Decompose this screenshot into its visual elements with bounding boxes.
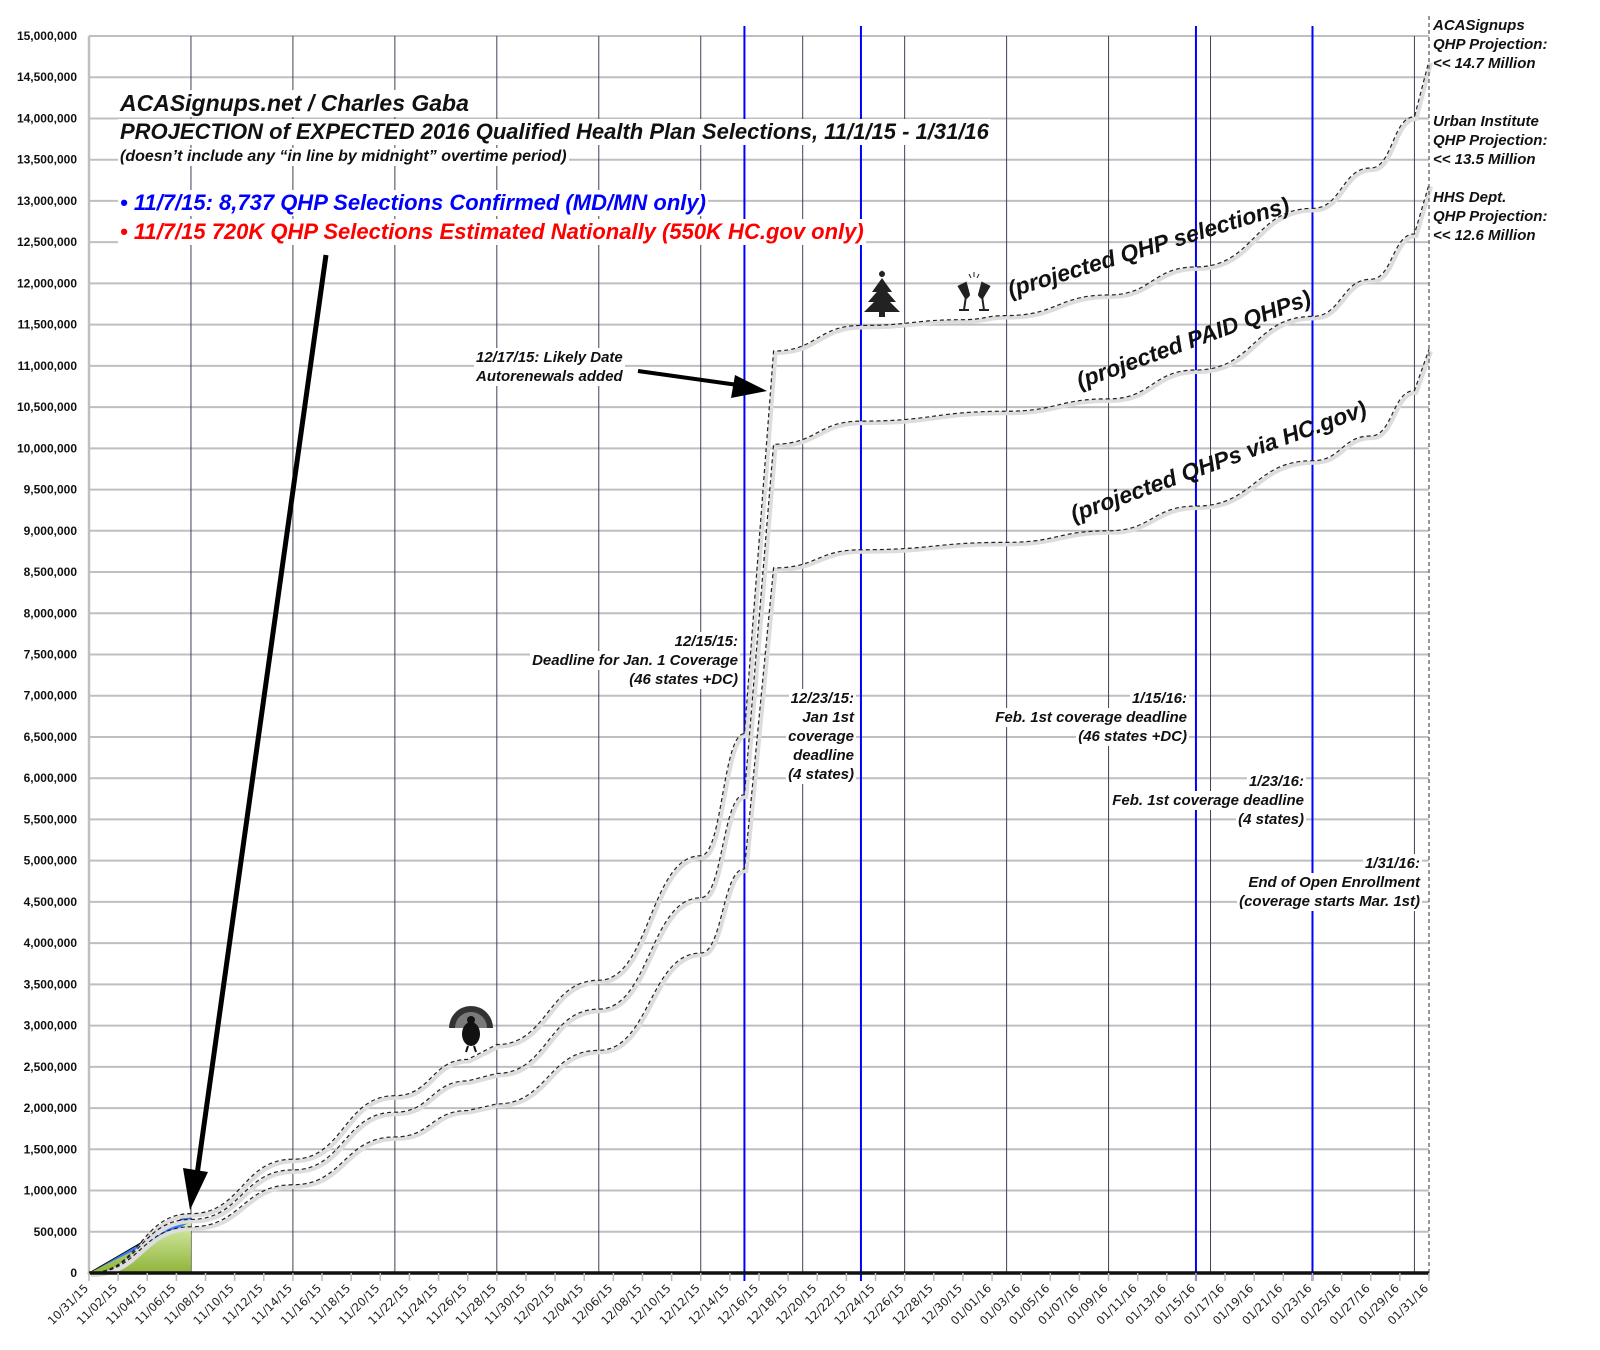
series-lines	[88, 60, 1433, 1277]
y-tick-label: 0	[70, 1266, 77, 1280]
projection-urban-institute: Urban Institute QHP Projection: << 13.5 Mi…	[1433, 113, 1548, 168]
y-tick-label: 4,000,000	[24, 936, 78, 950]
y-tick-label: 5,500,000	[24, 812, 78, 826]
y-tick-label: 11,500,000	[18, 318, 78, 332]
confirmed-note: • 11/7/15: 8,737 QHP Selections Confirme…	[118, 190, 708, 216]
annotation-jan31: 1/31/16: End of Open Enrollment (coverag…	[1237, 854, 1422, 911]
annotation-jan23: 1/23/16: Feb. 1st coverage deadline (4 s…	[1110, 772, 1306, 829]
autorenew-arrow	[637, 369, 767, 398]
y-tick-label: 12,000,000	[17, 276, 77, 290]
y-tick-label: 500,000	[34, 1225, 78, 1239]
estimated-note: • 11/7/15 720K QHP Selections Estimated …	[118, 219, 866, 245]
y-tick-label: 3,500,000	[24, 977, 78, 991]
y-tick-label: 10,500,000	[17, 400, 77, 414]
series-line	[88, 60, 1430, 1274]
y-tick-label: 6,500,000	[24, 730, 78, 744]
series-shadow	[90, 185, 1433, 1277]
y-tick-label: 6,000,000	[24, 771, 78, 785]
y-tick-label: 7,000,000	[24, 689, 78, 703]
series-line	[88, 349, 1430, 1274]
y-tick-label: 3,000,000	[24, 1019, 78, 1033]
y-tick-label: 8,000,000	[24, 606, 78, 620]
y-tick-label: 8,500,000	[24, 565, 78, 579]
y-tick-label: 2,000,000	[24, 1101, 78, 1115]
y-tick-label: 14,000,000	[17, 111, 77, 125]
chart-title: PROJECTION of EXPECTED 2016 Qualified He…	[118, 119, 991, 145]
y-tick-label: 11,000,000	[18, 359, 78, 373]
annotation-autorenewals: 12/17/15: Likely Date Autorenewals added	[474, 348, 625, 386]
series-shadow	[90, 62, 1433, 1277]
projection-hhs: HHS Dept. QHP Projection: << 12.6 Million	[1433, 189, 1548, 244]
annotation-dec23: 12/23/15: Jan 1st coverage deadline (4 s…	[786, 689, 856, 784]
y-tick-label: 14,500,000	[17, 70, 77, 84]
big-arrow	[183, 254, 329, 1210]
annotation-dec15: 12/15/15: Deadline for Jan. 1 Coverage (…	[530, 632, 740, 689]
turkey-icon	[449, 1006, 493, 1053]
y-tick-label: 13,500,000	[17, 153, 77, 167]
series-shadow	[90, 350, 1433, 1277]
annotation-jan15: 1/15/16: Feb. 1st coverage deadline (46 …	[993, 689, 1189, 746]
chart-title-author: ACASignups.net / Charles Gaba	[118, 90, 471, 117]
y-tick-label: 7,500,000	[24, 648, 78, 662]
y-tick-label: 12,500,000	[17, 235, 77, 249]
champagne-glasses-icon	[957, 272, 991, 311]
series-line	[88, 184, 1430, 1274]
y-tick-label: 15,000,000	[17, 29, 77, 43]
y-tick-label: 9,500,000	[24, 483, 78, 497]
y-tick-label: 10,000,000	[17, 441, 77, 455]
y-tick-label: 5,000,000	[24, 854, 78, 868]
y-tick-label: 9,000,000	[24, 524, 78, 538]
y-tick-label: 1,000,000	[24, 1184, 78, 1198]
christmas-tree-icon	[864, 270, 900, 317]
y-tick-label: 4,500,000	[24, 895, 78, 909]
chart-subtitle: (doesn’t include any “in line by midnigh…	[118, 148, 569, 166]
projection-acasignups: ACASignups QHP Projection: << 14.7 Million	[1433, 17, 1548, 72]
y-tick-label: 2,500,000	[24, 1060, 78, 1074]
y-tick-label: 13,000,000	[17, 194, 77, 208]
y-tick-label: 1,500,000	[24, 1142, 78, 1156]
